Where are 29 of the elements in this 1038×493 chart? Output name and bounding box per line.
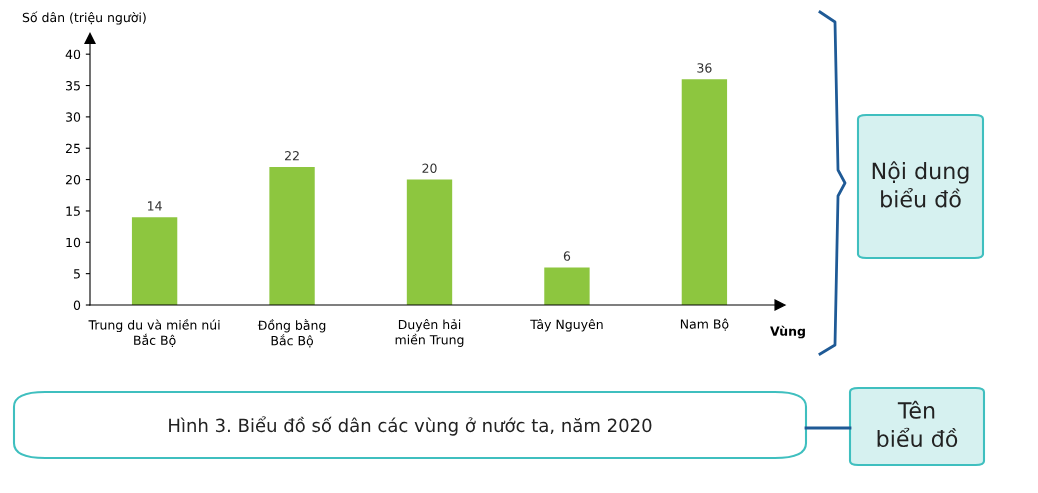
text: Hình 3. Biểu đồ số dân các vùng ở nước ta, năm 2020 <box>169 416 652 436</box>
bar <box>406 179 453 305</box>
y-tick-label: 30 <box>66 112 81 122</box>
data-label: 36 <box>697 63 712 73</box>
text: Nội dung biểu đồ <box>872 161 969 208</box>
y-tick-label: 5 <box>73 269 80 279</box>
x-tick-label: Tây Nguyên <box>530 318 603 332</box>
y-tick-label: 20 <box>65 175 81 185</box>
bar <box>269 167 315 305</box>
data-label: 22 <box>285 151 299 161</box>
data-label: 20 <box>422 163 437 173</box>
x-tick-label: Nam Bộ <box>680 318 729 331</box>
y-tick-label: 0 <box>73 300 81 310</box>
y-tick-label: 40 <box>65 49 81 60</box>
bar <box>131 217 178 305</box>
x-tick-label: Duyên hải miền Trung <box>395 318 464 347</box>
x-axis-title: Vùng <box>770 325 805 339</box>
y-axis-title: Số dân (triệu người) <box>22 11 146 25</box>
y-tick-label: 15 <box>66 206 80 216</box>
y-tick-label: 10 <box>66 237 81 248</box>
data-label: 6 <box>563 251 571 261</box>
x-tick-label: Đồng bằng Bắc Bộ <box>257 318 326 348</box>
text: Tên biểu đồ <box>877 400 958 448</box>
y-tick-label: 35 <box>66 81 80 91</box>
data-label: 14 <box>148 201 162 211</box>
bar <box>681 79 728 305</box>
y-tick-label: 25 <box>65 143 80 154</box>
x-tick-label: Trung du và miền núi Bắc Bộ <box>88 318 220 348</box>
bar <box>544 267 590 305</box>
